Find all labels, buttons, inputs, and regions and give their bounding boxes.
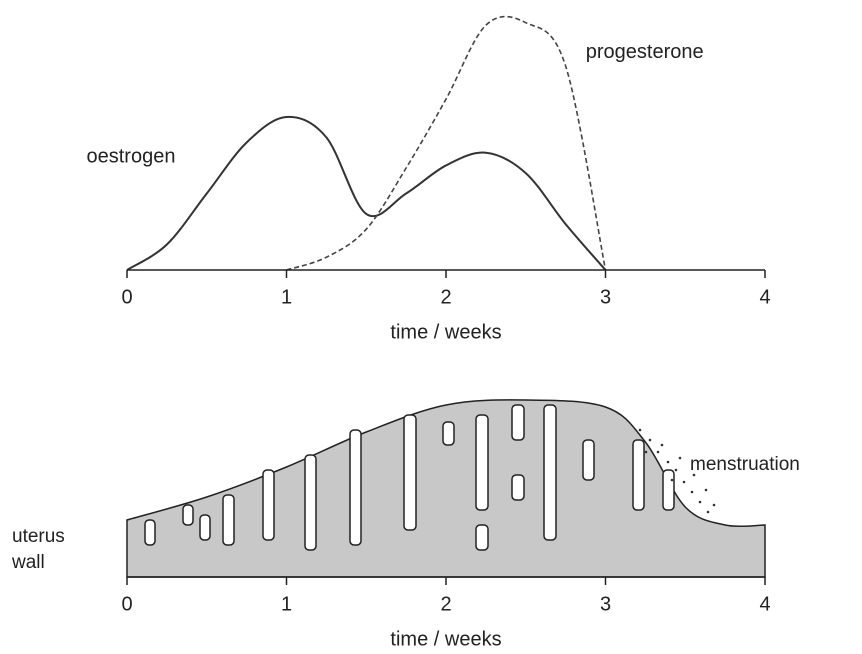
gland: [404, 415, 416, 530]
dot: [639, 429, 642, 432]
x-tick-label: 4: [759, 593, 770, 615]
dot: [679, 457, 682, 460]
dot: [671, 479, 674, 482]
x-axis-label: time / weeks: [390, 628, 501, 650]
x-tick-label: 1: [281, 593, 292, 615]
dot: [645, 451, 648, 454]
dot: [649, 439, 652, 442]
gland: [544, 405, 556, 540]
gland: [512, 475, 524, 500]
x-tick-label: 0: [121, 286, 132, 308]
gland: [512, 405, 524, 440]
gland: [476, 415, 488, 510]
dot: [683, 481, 686, 484]
gland: [223, 495, 234, 545]
x-tick-label: 3: [600, 286, 611, 308]
gland: [663, 470, 674, 510]
annotation: uterus wall: [12, 524, 72, 576]
gland: [200, 515, 210, 540]
series-label: progesterone: [586, 41, 704, 63]
gland: [263, 470, 274, 540]
x-tick-label: 3: [600, 593, 611, 615]
gland: [350, 430, 361, 545]
gland: [583, 440, 594, 480]
series-line: [287, 17, 606, 270]
x-axis-label: time / weeks: [390, 321, 501, 343]
dot: [691, 491, 694, 494]
series-label: oestrogen: [87, 145, 176, 167]
dot: [667, 461, 670, 464]
annotation: menstruation: [690, 452, 800, 478]
x-tick-label: 0: [121, 593, 132, 615]
dot: [675, 469, 678, 472]
dot: [657, 451, 660, 454]
x-tick-label: 1: [281, 286, 292, 308]
x-tick-label: 2: [440, 286, 451, 308]
dot: [699, 501, 702, 504]
series-line: [127, 117, 606, 270]
dot: [705, 489, 708, 492]
dot: [707, 511, 710, 514]
gland: [305, 455, 316, 550]
x-tick-label: 4: [759, 286, 770, 308]
dot: [713, 504, 716, 507]
gland: [633, 440, 644, 510]
page: {"chart_data": [ {"type": "line", "xlabe…: [0, 0, 862, 654]
gland: [145, 520, 155, 545]
gland: [183, 505, 193, 525]
gland: [476, 525, 488, 550]
dot: [661, 444, 664, 447]
chart: oestrogen progesterone 0 1 2 3 4 time / weeks 0 1…: [0, 0, 862, 654]
gland: [443, 422, 454, 445]
x-tick-label: 2: [440, 593, 451, 615]
